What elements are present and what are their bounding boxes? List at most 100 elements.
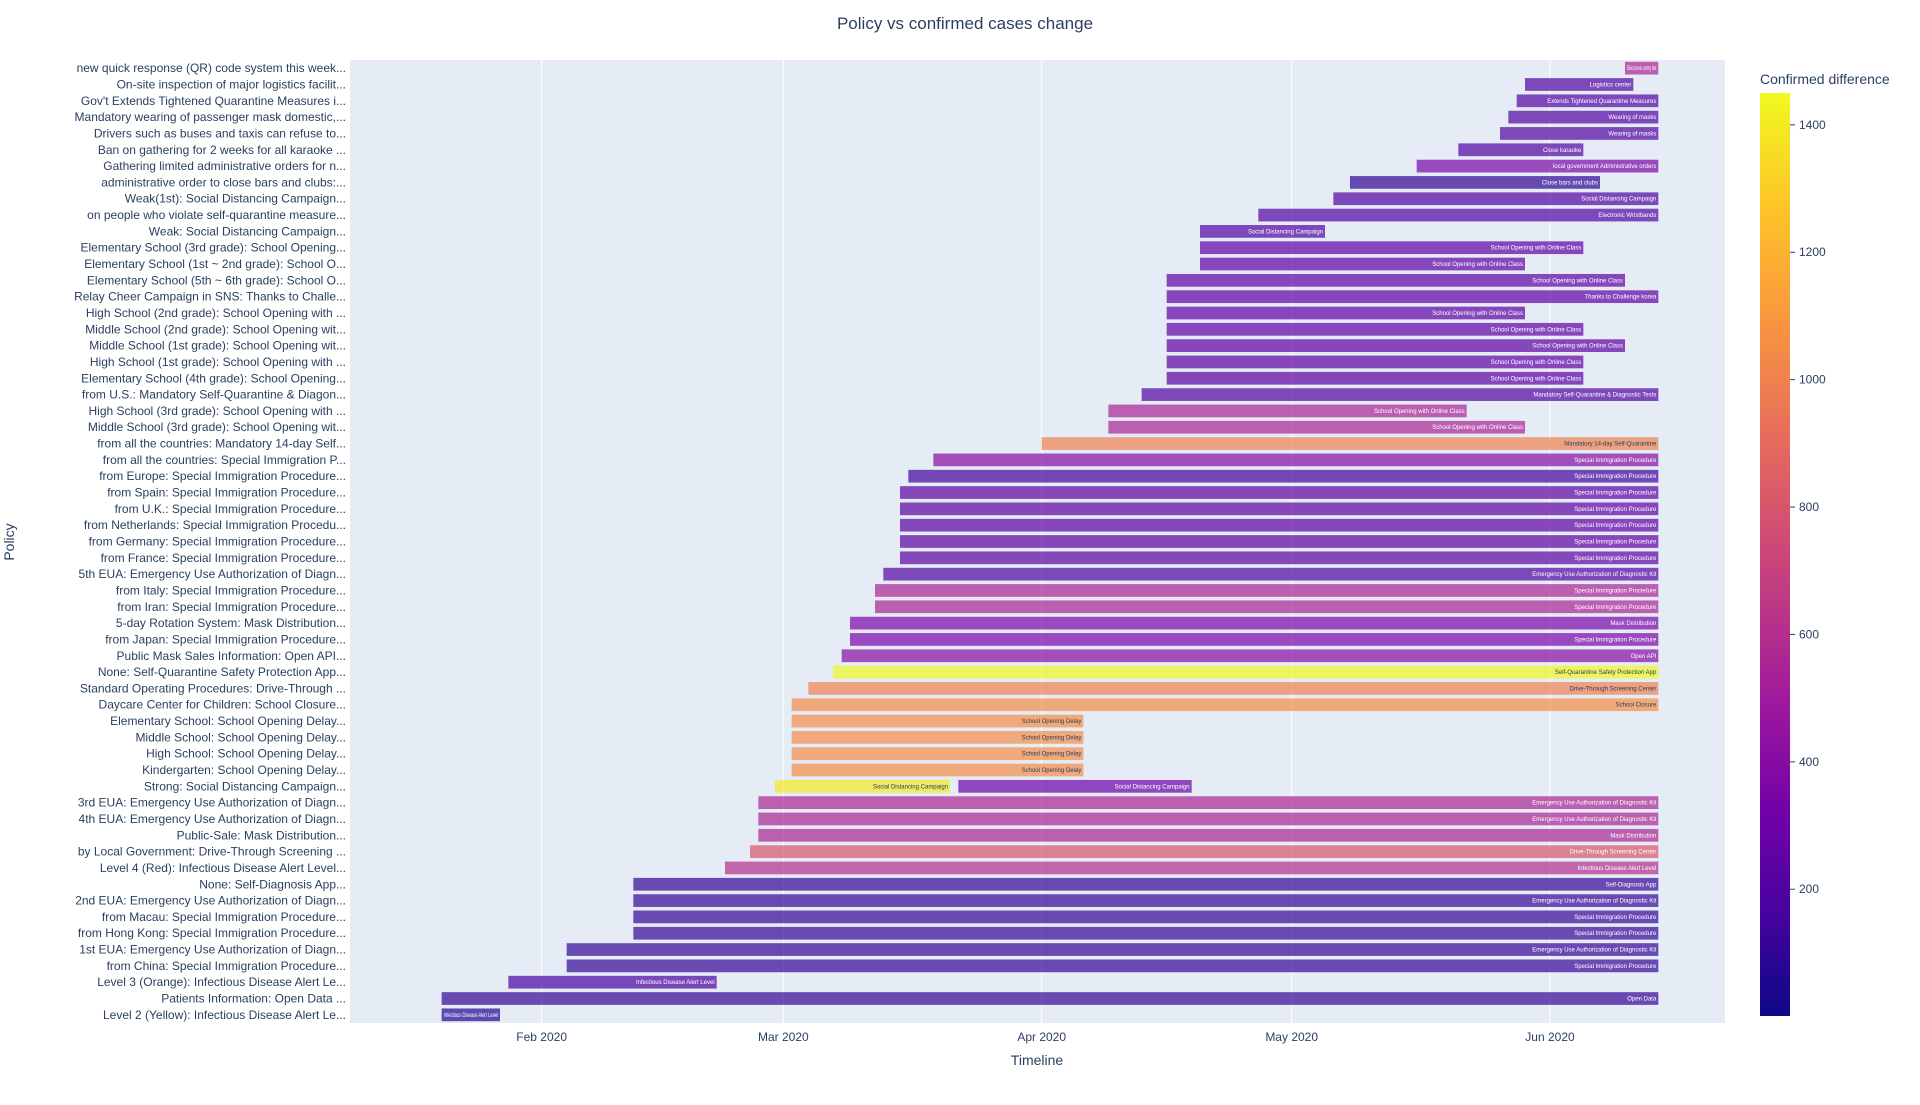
bar-rect[interactable]	[1516, 94, 1659, 108]
gantt-bar[interactable]: Emergency Use Authorization of Diagnosti…	[633, 894, 1659, 907]
bar-rect[interactable]	[900, 486, 1659, 499]
bar-rect[interactable]	[1200, 225, 1325, 238]
gantt-bar[interactable]: School Opening with Online Class	[1166, 306, 1525, 320]
bar-rect[interactable]	[633, 877, 1659, 891]
gantt-bar[interactable]: Emergency Use Authorization of Diagnosti…	[758, 796, 1659, 810]
bar-rect[interactable]	[850, 633, 1659, 646]
bar-rect[interactable]	[1508, 110, 1659, 124]
gantt-bar[interactable]: Mandatory Self-Quarantine & Diagnostic T…	[1141, 388, 1659, 401]
gantt-bar[interactable]: Drive-Through Screening Center	[750, 845, 1659, 858]
bar-rect[interactable]	[1200, 241, 1584, 255]
gantt-bar[interactable]: Open API	[841, 649, 1659, 663]
bar-rect[interactable]	[508, 975, 717, 989]
bar-rect[interactable]	[1258, 208, 1659, 222]
gantt-bar[interactable]: Self-Quarantine Safety Protection App	[833, 665, 1659, 679]
bar-rect[interactable]	[791, 698, 1659, 712]
gantt-bar[interactable]: School Opening with Online Class	[1166, 273, 1625, 287]
bar-rect[interactable]	[1141, 388, 1659, 401]
gantt-bar[interactable]: Social Distancing Campaign	[1333, 192, 1659, 206]
gantt-bar[interactable]: Infectious Disease Alert Level	[508, 975, 717, 989]
gantt-bar[interactable]: Infectious Disease Alert Level	[441, 1008, 500, 1022]
gantt-bar[interactable]: Social Distancing Campaign	[1200, 225, 1325, 238]
gantt-bar[interactable]: Special Immigration Procedure	[633, 926, 1659, 940]
gantt-bar[interactable]: Special Immigration Procedure	[933, 453, 1659, 467]
gantt-bar[interactable]: Open Data	[441, 992, 1659, 1005]
bar-rect[interactable]	[900, 518, 1659, 532]
gantt-bar[interactable]: Logistics center	[1525, 78, 1634, 91]
bar-rect[interactable]	[1625, 61, 1659, 75]
gantt-bar[interactable]: Wearing of masks	[1508, 110, 1659, 124]
bar-rect[interactable]	[1525, 78, 1634, 91]
gantt-bar[interactable]: Special Immigration Procedure	[900, 486, 1659, 499]
bar-rect[interactable]	[758, 812, 1659, 826]
gantt-bar[interactable]: Close karaoke	[1458, 143, 1584, 157]
gantt-bar[interactable]: Special Immigration Procedure	[908, 469, 1659, 483]
bar-rect[interactable]	[1108, 404, 1467, 418]
bar-rect[interactable]	[758, 796, 1659, 810]
gantt-bar[interactable]: Extends Tightened Quarantine Measures	[1516, 94, 1659, 108]
gantt-bar[interactable]: Special Immigration Procedure	[900, 502, 1659, 516]
gantt-bar[interactable]: Mask Distribution	[850, 616, 1659, 630]
bar-rect[interactable]	[908, 469, 1659, 483]
gantt-bar[interactable]: School Opening with Online Class	[1108, 420, 1525, 434]
bar-rect[interactable]	[1166, 371, 1584, 385]
gantt-bar[interactable]: School Closure	[791, 698, 1659, 712]
gantt-bar[interactable]: Drive-Through Screening Center	[808, 682, 1659, 695]
bar-rect[interactable]	[841, 649, 1659, 663]
bar-rect[interactable]	[1166, 355, 1584, 369]
bar-rect[interactable]	[900, 535, 1659, 548]
bar-rect[interactable]	[900, 502, 1659, 516]
gantt-bar[interactable]: School Opening Delay	[791, 763, 1084, 777]
gantt-bar[interactable]: School Opening with Online Class	[1166, 371, 1584, 385]
bar-rect[interactable]	[633, 910, 1659, 924]
bar-rect[interactable]	[1333, 192, 1659, 206]
bar-rect[interactable]	[1500, 127, 1659, 140]
bar-rect[interactable]	[725, 861, 1659, 875]
gantt-bar[interactable]: Mask Distribution	[758, 828, 1659, 842]
gantt-bar[interactable]: Special Immigration Procedure	[633, 910, 1659, 924]
gantt-bar[interactable]: Emergency Use Authorization of Diagnosti…	[566, 943, 1659, 956]
bar-rect[interactable]	[633, 926, 1659, 940]
gantt-bar[interactable]: Special Immigration Procedure	[875, 584, 1659, 597]
bar-rect[interactable]	[441, 992, 1659, 1005]
gantt-bar[interactable]: School Opening with Online Class	[1166, 355, 1584, 369]
bar-rect[interactable]	[1041, 437, 1659, 450]
gantt-bar[interactable]: School Opening with Online Class	[1200, 241, 1584, 255]
bar-rect[interactable]	[1166, 273, 1625, 287]
gantt-bar[interactable]: Electronic Wristbands	[1258, 208, 1659, 222]
gantt-bar[interactable]: local government Administrative orders	[1416, 159, 1659, 173]
bar-rect[interactable]	[1108, 420, 1525, 434]
bar-rect[interactable]	[1416, 159, 1659, 173]
bar-rect[interactable]	[1166, 339, 1625, 353]
bar-rect[interactable]	[758, 828, 1659, 842]
gantt-bar[interactable]: School Opening with Online Class	[1200, 257, 1525, 271]
bar-rect[interactable]	[808, 682, 1659, 695]
bar-rect[interactable]	[791, 730, 1084, 744]
gantt-bar[interactable]: Self-Diagnosis App	[633, 877, 1659, 891]
bar-rect[interactable]	[441, 1008, 500, 1022]
gantt-bar[interactable]: School Opening with Online Class	[1108, 404, 1467, 418]
bar-rect[interactable]	[875, 584, 1659, 597]
bar-rect[interactable]	[791, 763, 1084, 777]
gantt-bar[interactable]: Social Distancing Campaign	[775, 779, 950, 793]
bar-rect[interactable]	[1200, 257, 1525, 271]
bar-rect[interactable]	[750, 845, 1659, 858]
bar-rect[interactable]	[566, 959, 1659, 973]
gantt-bar[interactable]: Wearing of masks	[1500, 127, 1659, 140]
gantt-bar[interactable]: School Opening with Online Class	[1166, 322, 1584, 336]
bar-rect[interactable]	[1166, 322, 1584, 336]
bar-rect[interactable]	[566, 943, 1659, 956]
gantt-bar[interactable]: Special Immigration Procedure	[875, 600, 1659, 614]
gantt-bar[interactable]: Electronic entry list	[1625, 61, 1659, 75]
gantt-bar[interactable]: School Opening Delay	[791, 730, 1084, 744]
gantt-bar[interactable]: Special Immigration Procedure	[900, 535, 1659, 548]
gantt-bar[interactable]: Special Immigration Procedure	[900, 518, 1659, 532]
gantt-bar[interactable]: Thanks to Challenge korea	[1166, 290, 1659, 304]
bar-rect[interactable]	[875, 600, 1659, 614]
gantt-bar[interactable]: Infectious Disease Alert Level	[725, 861, 1659, 875]
bar-rect[interactable]	[1458, 143, 1584, 157]
bar-rect[interactable]	[883, 567, 1659, 581]
bar-rect[interactable]	[1166, 290, 1659, 304]
gantt-bar[interactable]: Close bars and clubs	[1350, 176, 1600, 189]
gantt-bar[interactable]: Emergency Use Authorization of Diagnosti…	[758, 812, 1659, 826]
